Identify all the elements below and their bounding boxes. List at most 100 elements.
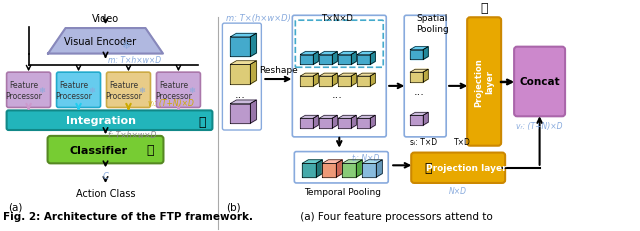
Text: Integration: Integration xyxy=(65,116,136,126)
Text: Visual Encoder: Visual Encoder xyxy=(65,37,136,47)
Polygon shape xyxy=(250,61,257,85)
Text: Projection layer: Projection layer xyxy=(426,164,506,173)
Text: (a): (a) xyxy=(8,202,23,212)
Polygon shape xyxy=(300,74,318,77)
Polygon shape xyxy=(48,29,163,54)
Text: ...: ... xyxy=(414,86,425,96)
Polygon shape xyxy=(250,34,257,57)
Polygon shape xyxy=(332,116,337,128)
FancyBboxPatch shape xyxy=(106,73,150,108)
Polygon shape xyxy=(314,74,318,87)
Text: Feature
Processor: Feature Processor xyxy=(5,81,42,100)
FancyBboxPatch shape xyxy=(47,136,163,164)
Polygon shape xyxy=(342,160,362,164)
Polygon shape xyxy=(423,47,428,60)
Polygon shape xyxy=(410,47,428,50)
Polygon shape xyxy=(302,164,316,177)
Polygon shape xyxy=(410,50,423,60)
Polygon shape xyxy=(339,55,351,65)
Polygon shape xyxy=(342,164,356,177)
Polygon shape xyxy=(300,55,314,65)
Polygon shape xyxy=(319,74,337,77)
Text: m: T×(h×w×D): m: T×(h×w×D) xyxy=(227,14,291,23)
Text: ...: ... xyxy=(235,89,246,99)
Polygon shape xyxy=(250,100,257,124)
Polygon shape xyxy=(339,116,356,119)
Text: Classifier: Classifier xyxy=(70,145,127,155)
Text: T×N×D: T×N×D xyxy=(321,14,353,23)
Text: ...: ... xyxy=(332,89,343,99)
Text: ❄: ❄ xyxy=(38,86,45,95)
Polygon shape xyxy=(339,119,351,128)
Text: N×D: N×D xyxy=(449,186,467,195)
Text: m: T×h×w×D: m: T×h×w×D xyxy=(108,56,161,65)
Polygon shape xyxy=(314,116,318,128)
Text: vᵣ: (T+N)×D: vᵣ: (T+N)×D xyxy=(516,122,563,131)
Polygon shape xyxy=(410,70,428,73)
Text: Temporal Pooling: Temporal Pooling xyxy=(304,187,381,196)
Polygon shape xyxy=(300,119,314,128)
Polygon shape xyxy=(314,52,318,65)
Polygon shape xyxy=(357,119,371,128)
Text: ❄: ❄ xyxy=(88,86,95,95)
Polygon shape xyxy=(410,113,428,116)
Text: ❄: ❄ xyxy=(121,40,130,51)
Polygon shape xyxy=(319,55,332,65)
Polygon shape xyxy=(323,160,342,164)
Polygon shape xyxy=(410,116,423,126)
Text: Video: Video xyxy=(92,14,119,24)
Polygon shape xyxy=(323,164,336,177)
FancyBboxPatch shape xyxy=(412,153,505,183)
FancyBboxPatch shape xyxy=(514,47,565,117)
Text: (a) Four feature processors attend to: (a) Four feature processors attend to xyxy=(298,211,493,221)
Polygon shape xyxy=(230,104,250,124)
Polygon shape xyxy=(357,116,375,119)
Polygon shape xyxy=(371,116,375,128)
Polygon shape xyxy=(362,164,376,177)
Text: 🔥: 🔥 xyxy=(424,161,432,174)
Polygon shape xyxy=(300,116,318,119)
Polygon shape xyxy=(230,38,250,57)
Polygon shape xyxy=(230,65,250,85)
Polygon shape xyxy=(300,77,314,87)
Polygon shape xyxy=(336,160,342,177)
Polygon shape xyxy=(351,116,356,128)
Text: sᵢ: T×D: sᵢ: T×D xyxy=(410,137,437,146)
Polygon shape xyxy=(351,52,356,65)
Text: Feature
Processor: Feature Processor xyxy=(105,81,142,100)
Text: Fig. 2: Architecture of the FTP framework.: Fig. 2: Architecture of the FTP framewor… xyxy=(3,211,253,221)
Polygon shape xyxy=(357,55,371,65)
Polygon shape xyxy=(371,52,375,65)
Polygon shape xyxy=(319,116,337,119)
Polygon shape xyxy=(339,77,351,87)
Polygon shape xyxy=(357,74,375,77)
Text: ❄: ❄ xyxy=(138,86,145,95)
Text: Spatial
Pooling: Spatial Pooling xyxy=(416,14,449,33)
Polygon shape xyxy=(319,119,332,128)
Text: ❄: ❄ xyxy=(188,86,195,95)
Text: Projection
layer: Projection layer xyxy=(474,58,494,106)
Polygon shape xyxy=(339,74,356,77)
Text: 🔥: 🔥 xyxy=(198,115,206,128)
Polygon shape xyxy=(230,61,257,65)
Polygon shape xyxy=(230,34,257,38)
Polygon shape xyxy=(351,74,356,87)
Text: T×D: T×D xyxy=(454,137,470,146)
Text: Concat: Concat xyxy=(519,77,560,87)
FancyBboxPatch shape xyxy=(467,18,501,146)
FancyBboxPatch shape xyxy=(6,111,212,131)
Polygon shape xyxy=(316,160,323,177)
Polygon shape xyxy=(423,113,428,126)
Text: vᵢ: (T+N)×D: vᵢ: (T+N)×D xyxy=(148,99,195,108)
Text: C: C xyxy=(102,171,108,180)
FancyBboxPatch shape xyxy=(156,73,200,108)
Polygon shape xyxy=(300,52,318,55)
Polygon shape xyxy=(302,160,323,164)
Polygon shape xyxy=(362,160,382,164)
Text: tᵢ: N×D: tᵢ: N×D xyxy=(352,153,380,162)
Polygon shape xyxy=(332,52,337,65)
Polygon shape xyxy=(356,160,362,177)
Polygon shape xyxy=(230,100,257,104)
Text: 🔥: 🔥 xyxy=(481,2,488,15)
Polygon shape xyxy=(423,70,428,83)
